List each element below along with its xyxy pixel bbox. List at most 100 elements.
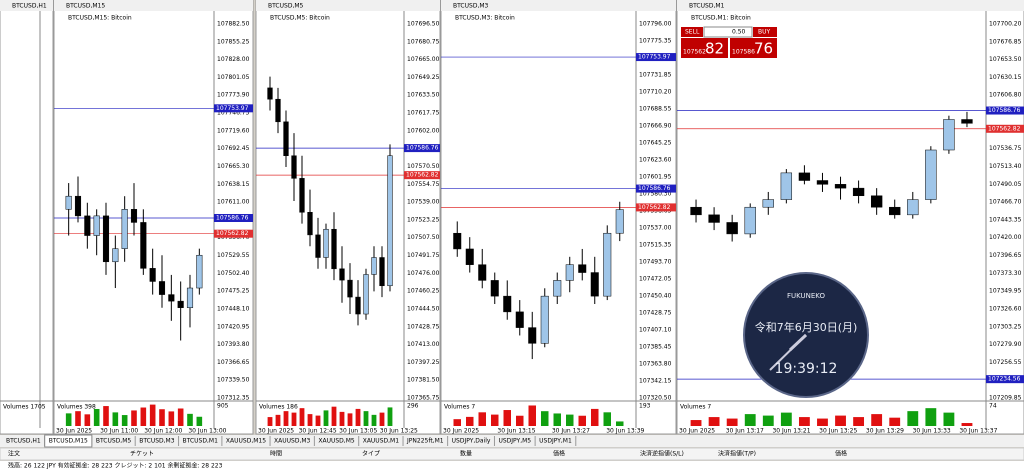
- candle-body: [478, 264, 487, 281]
- candle-body: [347, 279, 353, 298]
- tab[interactable]: JPN225ft,M1: [406, 438, 444, 445]
- volume-bar: [503, 410, 511, 426]
- candle-body: [267, 87, 273, 100]
- time-label: 30 Jun 13:15: [497, 428, 535, 435]
- candle-body: [907, 199, 919, 216]
- price-label: 107326.60: [989, 305, 1022, 312]
- tab[interactable]: XAUUSD,M15: [226, 438, 266, 445]
- time-label: 30 Jun 2025: [56, 428, 92, 435]
- price-tag: [986, 375, 1024, 384]
- lot-value: 0.50: [732, 29, 746, 36]
- candle-body: [503, 295, 512, 313]
- price-label: 107665.30: [217, 163, 250, 170]
- clock-hand: [788, 333, 808, 352]
- price-label: 107450.40: [639, 293, 672, 300]
- tab[interactable]: XAUUSD,M1: [363, 438, 400, 445]
- candle-body: [943, 119, 955, 151]
- price-label: 107303.25: [989, 323, 1022, 330]
- price-tag-label: 107586.76: [216, 214, 249, 221]
- tab[interactable]: XAUUSD,M3: [274, 438, 311, 445]
- quote-text: 82: [705, 40, 724, 58]
- candle-body: [140, 222, 147, 269]
- candle-body: [615, 209, 624, 234]
- price-label: 107617.75: [407, 110, 440, 117]
- volume-bar: [516, 415, 524, 426]
- price-tag-label: 107562.82: [216, 230, 249, 237]
- candle-body: [130, 209, 138, 223]
- volume-axis-label: 296: [407, 403, 419, 410]
- price-label: 107428.75: [407, 323, 440, 330]
- volume-bar: [331, 406, 337, 426]
- price-label: 107490.05: [989, 181, 1022, 188]
- price-label: 107312.35: [217, 395, 250, 402]
- volume-bar: [616, 421, 624, 426]
- candle-body: [93, 215, 100, 236]
- price-tag-label: 107562.82: [638, 204, 671, 211]
- time-label: 30 Jun 13:27: [552, 428, 590, 435]
- price-label: 107556.70: [217, 234, 250, 241]
- window-title: BTCUSD,H1: [12, 3, 47, 10]
- window-title: BTCUSD,M5: [268, 3, 304, 10]
- price-label: 107630.15: [989, 74, 1022, 81]
- volume-bar: [379, 412, 385, 426]
- price-label: 107529.55: [217, 252, 250, 259]
- tab[interactable]: USDJPY,M5: [498, 438, 531, 445]
- volume-bar: [275, 414, 281, 426]
- time-label: 30 Jun 13:21: [772, 428, 810, 435]
- volume-bar: [187, 413, 193, 426]
- volume-bar: [347, 413, 353, 426]
- bid-box[interactable]: [681, 38, 728, 58]
- column-header: 価格: [835, 450, 847, 458]
- price-label: 107407.10: [639, 327, 672, 334]
- price-tag: [636, 203, 676, 212]
- column-header: タイプ: [362, 450, 380, 458]
- candle-body: [490, 280, 499, 297]
- tab[interactable]: BTCUSD,M5: [96, 438, 132, 445]
- candle-body: [331, 228, 337, 270]
- ask-box[interactable]: [730, 38, 777, 58]
- tab[interactable]: BTCUSD,M3: [139, 438, 175, 445]
- tab[interactable]: XAUUSD,M5: [318, 438, 355, 445]
- price-tag: [636, 53, 676, 62]
- quote-text: 76: [754, 40, 773, 58]
- volume-bar: [339, 411, 345, 426]
- price-label: 107381.50: [407, 377, 440, 384]
- candle-body: [158, 281, 166, 295]
- price-label: 107420.95: [217, 323, 250, 330]
- tab[interactable]: USDJPY,M1: [539, 438, 572, 445]
- candle-body: [121, 209, 128, 249]
- tab[interactable]: BTCUSD,M15: [49, 438, 88, 445]
- price-label: 107385.45: [639, 344, 672, 351]
- volume-bar: [323, 410, 329, 426]
- chart-subtitle: BTCUSD,M5: Bitcoin: [270, 15, 330, 22]
- price-label: 107775.35: [639, 38, 672, 45]
- tab[interactable]: BTCUSD,H1: [6, 438, 41, 445]
- time-label: 30 Jun 12:00: [144, 428, 182, 435]
- price-label: 107688.55: [639, 106, 672, 113]
- volume-bar: [363, 411, 369, 426]
- buy-button[interactable]: [753, 27, 777, 37]
- volume-bar: [478, 412, 486, 426]
- price-label: 107349.95: [989, 288, 1022, 295]
- price-label: 107710.20: [639, 89, 672, 96]
- volumes-label: Volumes 7: [444, 404, 475, 411]
- price-label: 107828.00: [217, 56, 250, 63]
- sell-button[interactable]: [681, 27, 703, 37]
- candle-body: [196, 254, 203, 289]
- price-label: 107365.75: [407, 395, 440, 402]
- candle-body: [291, 155, 297, 179]
- price-tag: [214, 213, 253, 222]
- candle-body: [762, 199, 774, 208]
- tab[interactable]: USDJPY,Daily: [452, 438, 491, 445]
- volume-bar: [65, 413, 72, 426]
- lot-field[interactable]: [703, 26, 753, 38]
- candle-body: [553, 280, 562, 297]
- price-label: 107444.50: [407, 305, 440, 312]
- tab[interactable]: BTCUSD,M1: [183, 438, 219, 445]
- price-label: 107602.00: [407, 127, 440, 134]
- chart-subtitle: BTCUSD,M1: Bitcoin: [691, 15, 751, 22]
- price-label: 107692.45: [217, 145, 250, 152]
- window-title: BTCUSD,M15: [66, 3, 105, 10]
- candle-body: [307, 212, 313, 236]
- price-label: 107209.85: [989, 395, 1022, 402]
